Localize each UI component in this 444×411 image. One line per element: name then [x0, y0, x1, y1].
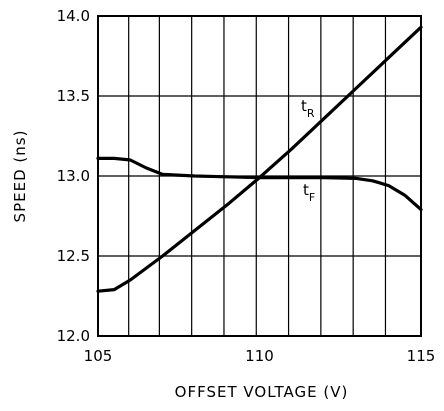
x-tick-label: 105	[84, 347, 113, 365]
series-label-subscript: F	[309, 191, 315, 204]
series-label-subscript: R	[307, 107, 315, 120]
series-label-tf: tF	[303, 181, 315, 204]
series-line-tr	[96, 25, 423, 293]
series-labels: tR tF	[301, 97, 315, 204]
y-tick-label: 12.5	[57, 247, 90, 265]
series-lines	[96, 25, 423, 293]
x-tick-label: 110	[245, 347, 274, 365]
plot-frame	[97, 15, 422, 337]
y-tick-label: 13.0	[57, 167, 90, 185]
series-line-tf	[96, 156, 423, 212]
y-tick-label: 12.0	[57, 327, 90, 345]
x-tick-label: 115	[407, 347, 436, 365]
y-axis-label: SPEED (ns)	[11, 130, 29, 223]
y-tick-label: 13.5	[57, 87, 90, 105]
tick-labels: 12.0 12.5 13.0 13.5 14.0 105 110 115	[57, 7, 436, 365]
series-label-tr: tR	[301, 97, 315, 120]
y-tick-label: 14.0	[57, 7, 90, 25]
x-axis-label: OFFSET VOLTAGE (V)	[175, 383, 349, 401]
